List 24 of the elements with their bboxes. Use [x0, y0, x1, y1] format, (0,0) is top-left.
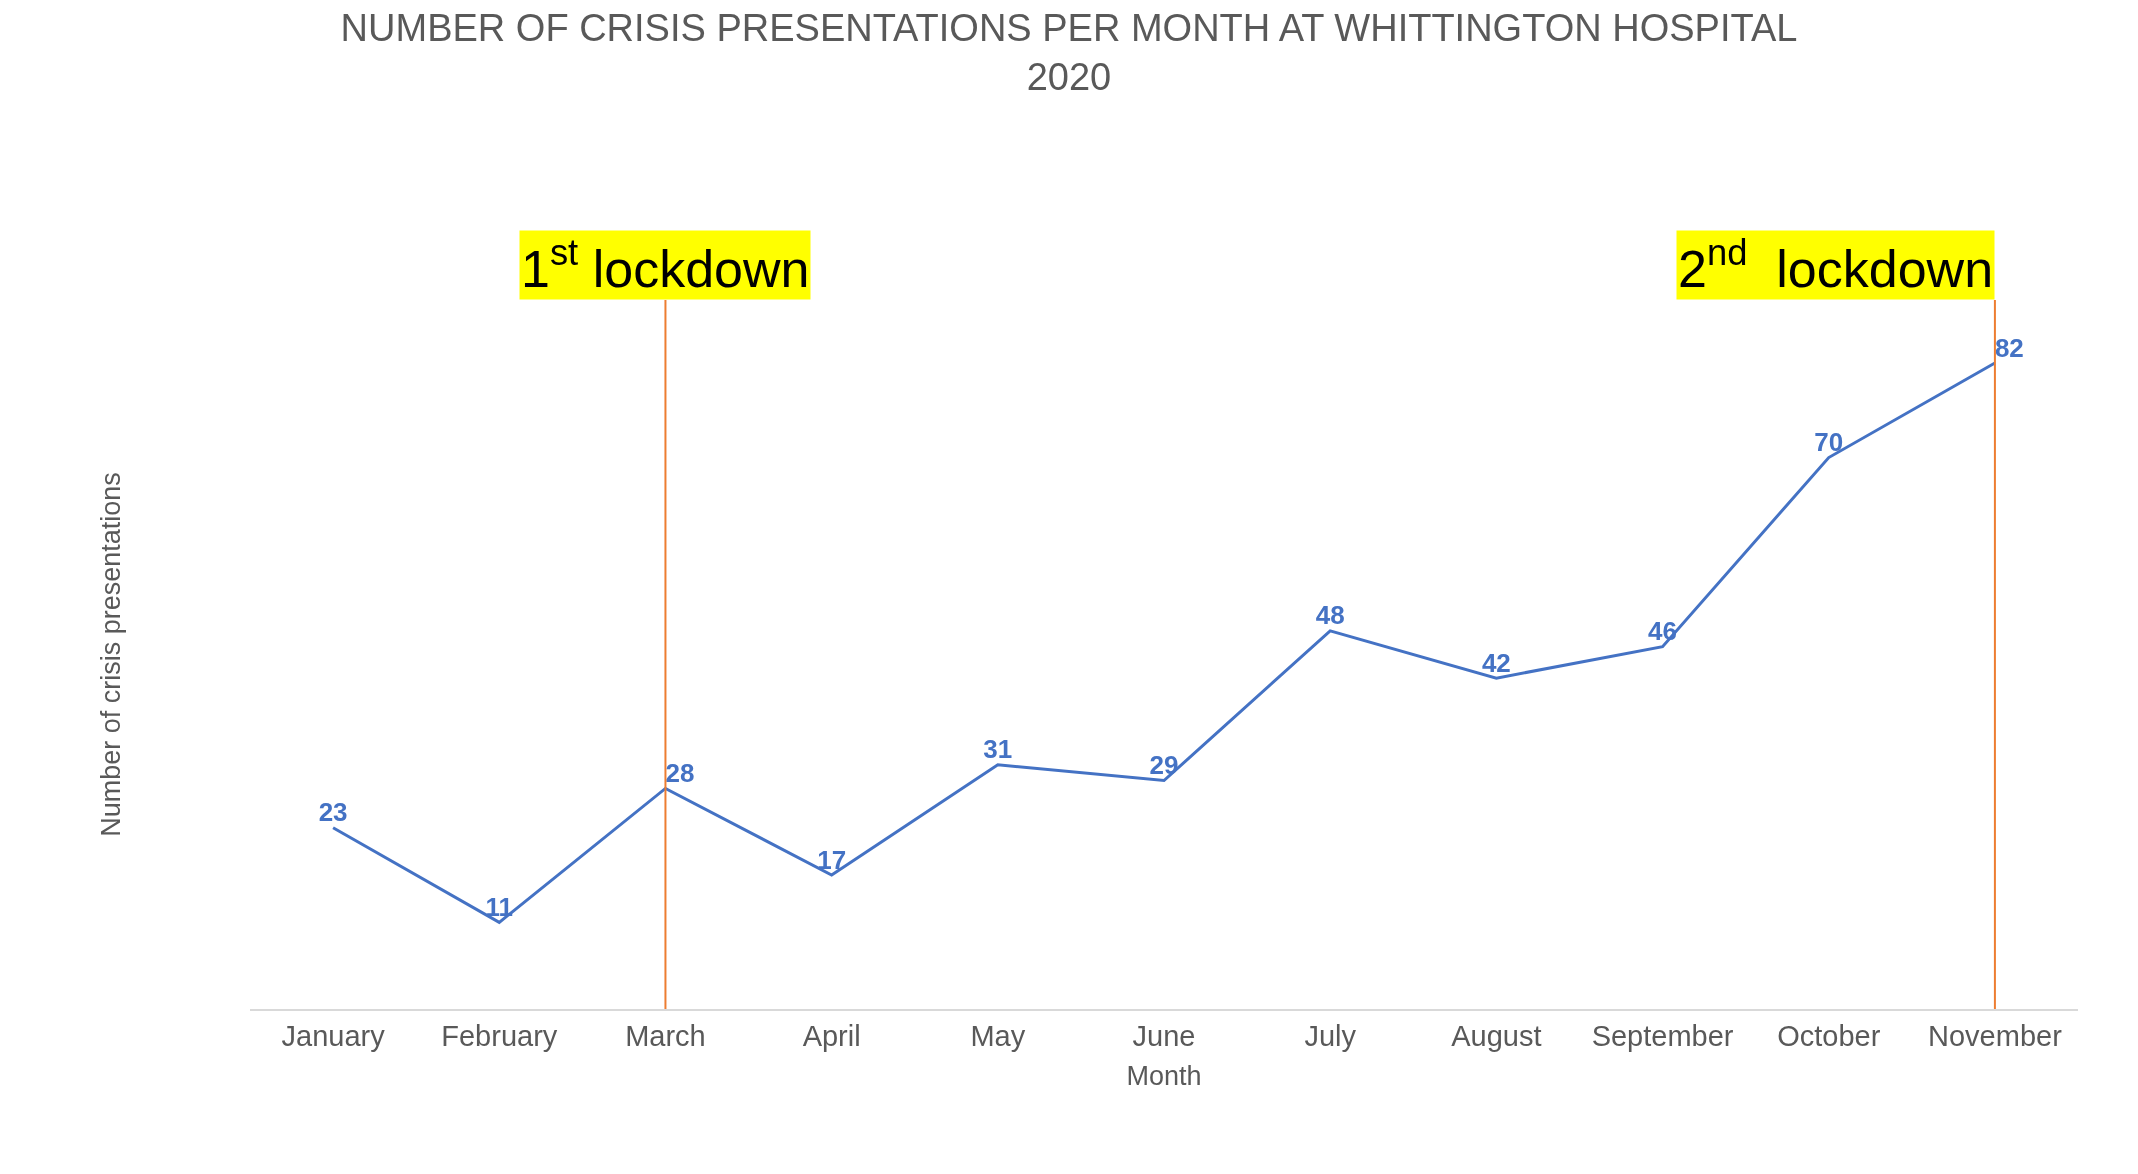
x-tick-label: August: [1451, 1019, 1542, 1052]
x-axis-title: Month: [1126, 1060, 1202, 1091]
data-label: 28: [665, 757, 695, 788]
x-tick-label: January: [281, 1019, 386, 1052]
x-tick-label: September: [1591, 1019, 1734, 1052]
x-tick-label: October: [1777, 1019, 1881, 1052]
data-label: 82: [1994, 332, 2024, 363]
data-label: 17: [817, 844, 847, 875]
x-tick-label: February: [441, 1019, 558, 1052]
data-label: 31: [983, 734, 1013, 765]
ref-line-label: 2$^{nd}$ lockdown: [1678, 232, 1994, 298]
data-label: 48: [1315, 600, 1345, 631]
data-label: 23: [318, 797, 348, 828]
x-tick-label: March: [625, 1019, 706, 1052]
data-label: 42: [1481, 647, 1511, 678]
x-tick-label: November: [1928, 1019, 2063, 1052]
y-axis-title: Number of crisis presentations: [96, 472, 127, 837]
x-tick-label: April: [802, 1019, 861, 1052]
x-tick-label: July: [1304, 1019, 1357, 1052]
x-tick-label: June: [1132, 1019, 1196, 1052]
chart-title: NUMBER OF CRISIS PRESENTATIONS PER MONTH AT WHITTINGTON HOSPITAL 2020: [340, 7, 1798, 99]
x-tick-label: May: [970, 1019, 1026, 1052]
data-label: 70: [1814, 427, 1844, 458]
ref-line-label: 1$^{st}$ lockdown: [521, 232, 810, 298]
